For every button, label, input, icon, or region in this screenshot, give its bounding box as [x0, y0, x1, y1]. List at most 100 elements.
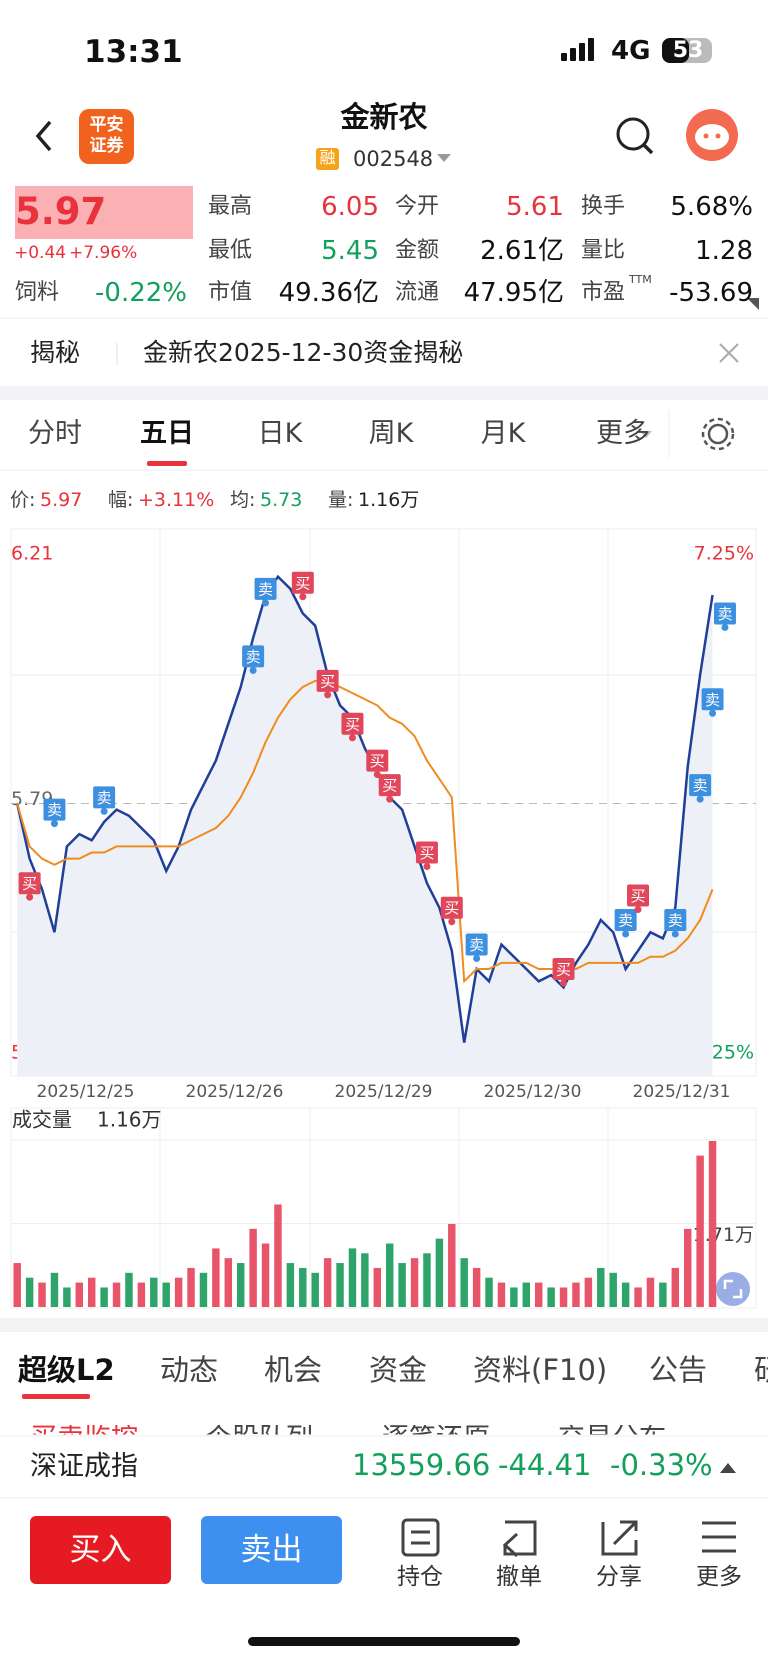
tool-label[interactable]: 持仓 [397, 1564, 443, 1590]
detail-tab[interactable]: 动态 [160, 1353, 219, 1387]
stat-label: 量比 [581, 238, 626, 263]
trade-label: 卖 [668, 911, 683, 929]
detail-tab[interactable]: 超级L2 [18, 1353, 115, 1387]
sell-button[interactable] [201, 1516, 342, 1584]
battery-level [662, 38, 689, 63]
stat-label: 市值 [208, 280, 253, 305]
index-change: -44.41 [498, 1448, 592, 1482]
stat-value: 47.95亿 [463, 278, 564, 308]
volume-bar [150, 1277, 158, 1307]
period-tab[interactable]: 五日 [140, 418, 194, 449]
trade-tag [627, 884, 650, 907]
volume-bar [373, 1267, 382, 1307]
trade-tag [242, 645, 265, 668]
trade-tag [93, 786, 116, 809]
dropdown-icon[interactable] [437, 154, 451, 162]
trade-label: 卖 [618, 911, 633, 929]
volume-bar [423, 1253, 431, 1307]
volume-bar [224, 1258, 233, 1307]
stat-value: 5.45 [321, 236, 379, 266]
volume-bar [485, 1277, 493, 1307]
settings-icon[interactable] [707, 423, 729, 445]
stat-label: 今开 [395, 194, 440, 219]
detail-tab[interactable]: 研 [754, 1356, 768, 1385]
x-tick-label: 2025/12/31 [633, 1082, 731, 1102]
last-price: 5.97 [15, 190, 107, 233]
back-icon[interactable] [35, 120, 52, 152]
volume-bar [311, 1272, 319, 1307]
buy-label[interactable]: 买入 [69, 1532, 132, 1568]
broker-logo [79, 109, 134, 164]
trade-tag [254, 577, 277, 600]
volume-bar [112, 1282, 121, 1307]
sub-tab[interactable]: 逐笔还原 [382, 1425, 490, 1434]
series-line [15, 574, 714, 1043]
banner-text[interactable]: 金新农2025-12-30资金揭秘 [143, 338, 464, 367]
tool-label[interactable]: 撤单 [496, 1564, 542, 1590]
volume-bar [385, 1243, 394, 1307]
period-tab[interactable]: 月K [480, 418, 526, 449]
volume-bar [63, 1287, 71, 1307]
period-tab[interactable]: 周K [368, 418, 414, 449]
buy-button[interactable] [30, 1516, 171, 1584]
search-icon[interactable] [616, 117, 650, 151]
volume-bar [460, 1258, 468, 1307]
sub-tab[interactable]: 买卖监控 [30, 1425, 138, 1434]
period-tab[interactable]: 分时 [28, 418, 82, 449]
sub-tab[interactable]: 交易分布 [558, 1425, 666, 1434]
network: 4G [611, 36, 651, 66]
detail-tab[interactable]: 机会 [264, 1353, 323, 1387]
volume-bar [361, 1253, 369, 1307]
sell-label[interactable]: 卖出 [240, 1532, 303, 1568]
trade-tag [440, 896, 463, 919]
trade-dot [299, 593, 307, 601]
volume-bar [683, 1228, 692, 1307]
trade-dot [386, 795, 394, 803]
volume-bar [87, 1277, 96, 1307]
volume-bar [323, 1258, 332, 1307]
tool-label[interactable]: 分享 [596, 1564, 642, 1590]
change-pct: +7.96% [69, 243, 138, 263]
trade-dot [324, 691, 332, 699]
trade-tag [378, 774, 401, 797]
volume-bar [261, 1243, 270, 1307]
tool-icons [401, 1518, 736, 1558]
volume-bar [174, 1277, 183, 1307]
sub-tab[interactable]: 个股队列 [205, 1425, 313, 1434]
detail-tab[interactable]: 资料(F10) [473, 1353, 608, 1387]
x-tick-label: 2025/12/30 [484, 1082, 582, 1102]
close-icon[interactable] [719, 343, 739, 363]
stat-value: 6.05 [321, 192, 379, 222]
trade-label: 买 [345, 715, 360, 733]
volume-bar [299, 1267, 307, 1307]
index-name: 深证成指 [30, 1451, 138, 1482]
trade-dot [50, 820, 58, 828]
price-box [15, 186, 193, 239]
trade-dot [100, 807, 108, 815]
stat-value: 49.36亿 [278, 278, 379, 308]
trade-tag [713, 602, 736, 625]
volume-bar [100, 1287, 108, 1307]
tool-label[interactable]: 更多 [696, 1564, 742, 1590]
detail-tab[interactable]: 公告 [649, 1353, 708, 1387]
period-tab[interactable]: 更多 [596, 418, 650, 449]
volume-bar [448, 1223, 456, 1307]
trade-label: 买 [556, 961, 571, 979]
volume-bar [13, 1263, 21, 1307]
volume-bar [534, 1282, 543, 1307]
change: +0.44 [14, 243, 67, 263]
trade-tag [552, 958, 575, 981]
trade-dot [249, 666, 257, 674]
detail-tab[interactable]: 资金 [369, 1353, 428, 1387]
trade-dot [634, 905, 642, 913]
stat-label: 流通 [395, 280, 440, 305]
zoom-button[interactable] [716, 1272, 750, 1306]
trade-label: 买 [295, 574, 310, 592]
y2-tick-label: 7.25% [694, 543, 754, 565]
period-tab[interactable]: 日K [257, 418, 303, 449]
price-area [17, 576, 713, 1076]
volume-bar [510, 1287, 518, 1307]
volume-bar [212, 1248, 220, 1307]
y-tick-label: 6.21 [11, 543, 53, 565]
